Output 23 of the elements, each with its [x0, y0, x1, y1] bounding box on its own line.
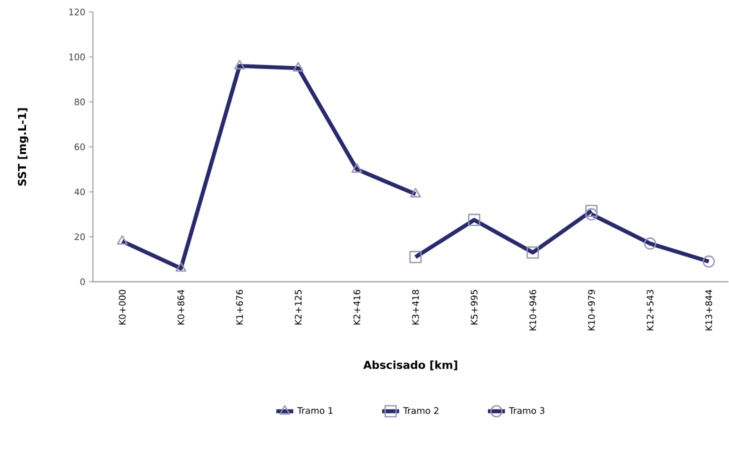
- x-tick-label: K0+864: [178, 290, 184, 325]
- x-tick-label: K12+543: [646, 290, 654, 330]
- y-tick-label: 60: [74, 144, 85, 150]
- y-tick-label: 0: [80, 278, 85, 286]
- x-tick-label: K13+844: [705, 290, 712, 330]
- x-tick-label: K1+676: [236, 290, 243, 325]
- x-tick-label: K10+946: [529, 290, 536, 330]
- legend-label: Tramo 1: [297, 407, 333, 414]
- x-tick-label: K2+125: [294, 290, 302, 325]
- y-tick-label: 80: [74, 98, 85, 106]
- x-tick-label: K0+000: [118, 290, 126, 325]
- y-tick-label: 40: [74, 188, 85, 196]
- x-tick-label: K10+979: [588, 290, 595, 330]
- x-tick-label: K5+995: [470, 290, 478, 325]
- y-axis-title: SST [mg.L-1]: [18, 108, 28, 186]
- legend-label: Tramo 2: [403, 407, 438, 414]
- y-tick-label: 100: [69, 54, 85, 61]
- x-tick-label: K3+418: [412, 290, 419, 325]
- legend-label: Tramo 3: [508, 407, 544, 414]
- x-tick-label: K2+416: [353, 290, 360, 325]
- y-tick-label: 120: [69, 8, 85, 16]
- x-axis-title: Abscisado [km]: [363, 360, 458, 370]
- y-tick-label: 20: [74, 234, 85, 240]
